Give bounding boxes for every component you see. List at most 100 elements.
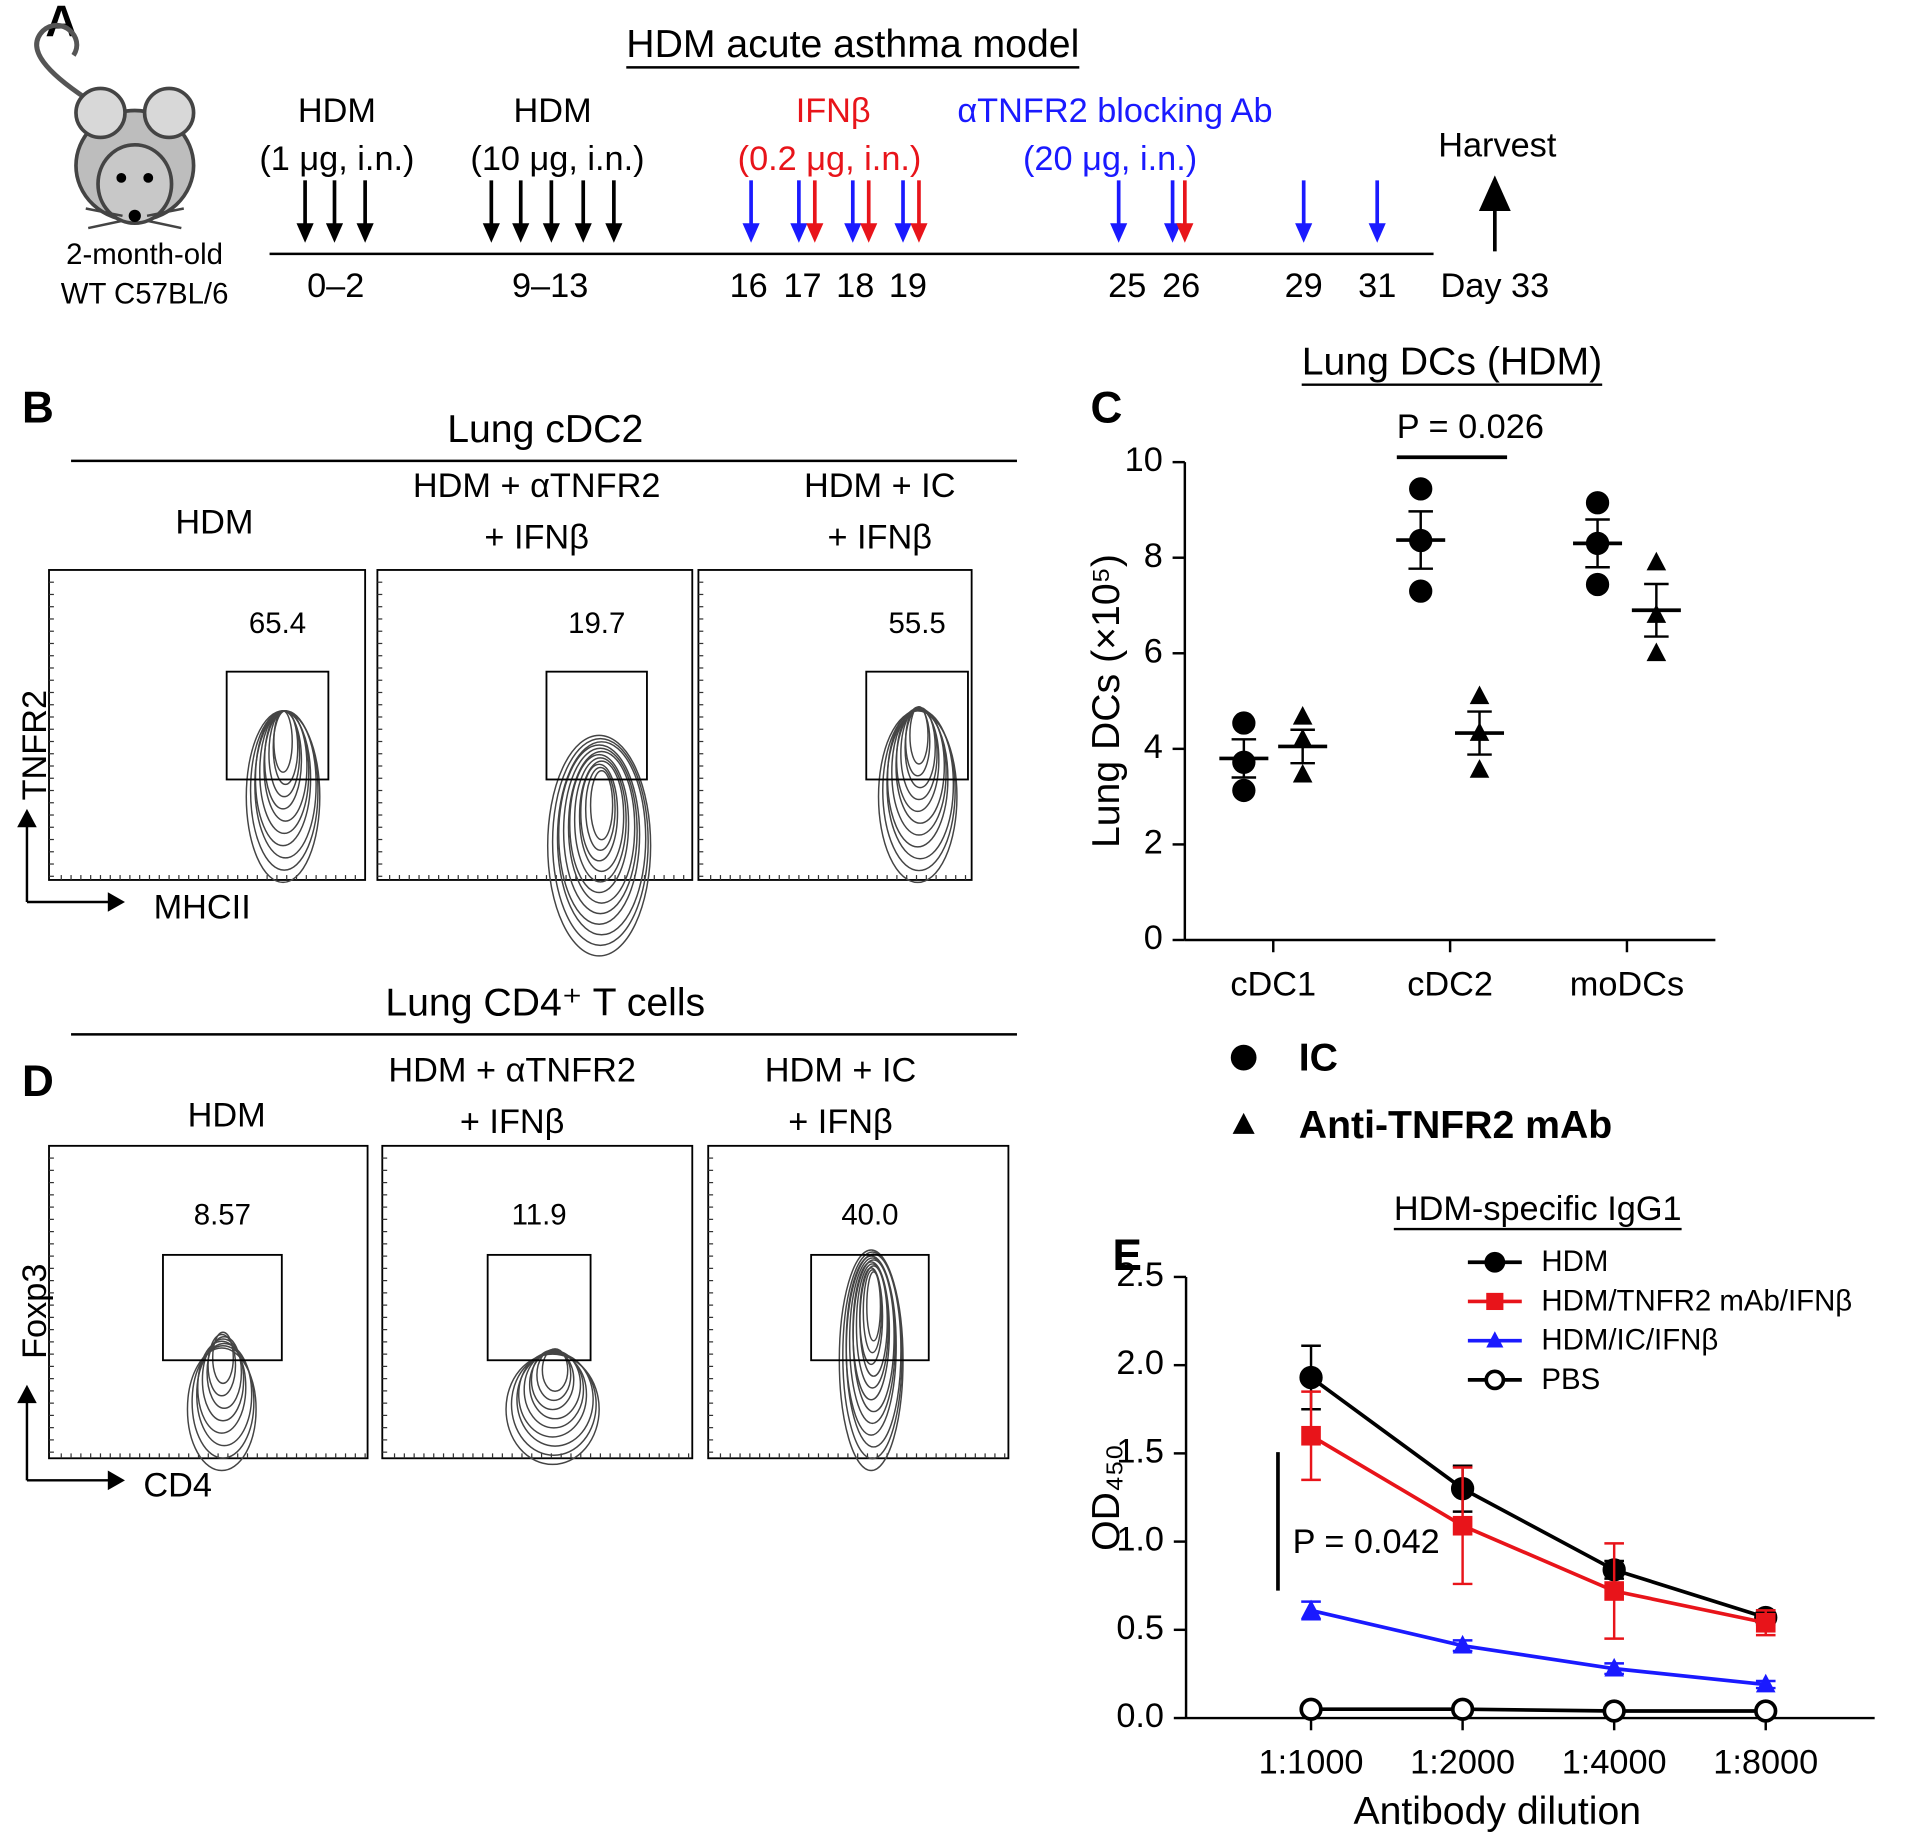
day-label: Day 33 — [1440, 267, 1549, 305]
panel-label: D — [22, 1057, 54, 1106]
marker — [1585, 491, 1610, 515]
group-label: HDM + IC — [804, 467, 956, 505]
group-label: + IFNβ — [460, 1103, 565, 1141]
contour — [859, 1267, 884, 1366]
gate-percent: 19.7 — [568, 607, 625, 640]
contour — [845, 1255, 897, 1436]
annotation: P = 0.026 — [1397, 408, 1544, 446]
contour — [556, 741, 647, 936]
marker — [1646, 551, 1667, 571]
day-label: 19 — [889, 267, 927, 305]
contour — [541, 1348, 569, 1393]
contour — [848, 1257, 896, 1425]
contour — [273, 710, 293, 773]
marker — [1299, 1365, 1323, 1390]
marker — [1469, 685, 1490, 705]
x-tick-label: 1:4000 — [1562, 1744, 1667, 1782]
contour — [196, 1342, 253, 1447]
series-line — [1310, 1434, 1767, 1625]
axis-arrow — [25, 1397, 111, 1482]
y-tick-label: 2.0 — [1116, 1344, 1164, 1382]
plot-frame — [48, 569, 367, 881]
contour — [197, 1340, 247, 1434]
contour — [191, 1345, 255, 1459]
y-tick-label: 2.5 — [1116, 1256, 1164, 1294]
legend-label: HDM/TNFR2 mAb/IFNβ — [1541, 1284, 1852, 1317]
gate — [162, 1253, 283, 1362]
contour — [852, 1261, 891, 1401]
group-label: + IFNβ — [788, 1103, 893, 1141]
marker — [1755, 1673, 1776, 1693]
contour — [272, 710, 299, 786]
y-tick-label: 4 — [1144, 728, 1163, 766]
arrow-head — [512, 223, 530, 243]
day-label: 0–2 — [307, 267, 364, 305]
contour — [569, 753, 630, 894]
day-label: 31 — [1358, 267, 1396, 305]
contour — [578, 760, 625, 873]
legend-label: Anti-TNFR2 mAb — [1299, 1104, 1612, 1147]
arrow-head — [1295, 223, 1313, 243]
legend-label: IC — [1299, 1036, 1338, 1079]
marker — [1409, 477, 1433, 501]
group-label: HDM + IC — [765, 1051, 917, 1089]
day-label: 9–13 — [512, 267, 588, 305]
marker — [1450, 1697, 1475, 1721]
y-axis-label: Foxp3 — [16, 1264, 54, 1359]
panel-title: HDM acute asthma model — [626, 23, 1079, 66]
arrow-head — [17, 1384, 37, 1404]
marker — [1299, 1697, 1323, 1721]
contour — [567, 750, 636, 904]
y-tick-label: 2 — [1144, 823, 1163, 861]
arrow-head — [1176, 223, 1194, 243]
error-bar — [1408, 510, 1433, 570]
arrow-head — [107, 892, 125, 912]
gate-percent: 65.4 — [249, 607, 306, 640]
marker — [1230, 1044, 1257, 1071]
gate — [545, 670, 648, 781]
marker — [1486, 1292, 1504, 1311]
marker — [1486, 1331, 1504, 1348]
gate — [810, 1253, 930, 1362]
y-axis-label: Lung DCs (×10⁵) — [1085, 554, 1128, 848]
day-label: 29 — [1285, 267, 1323, 305]
arrow-head — [1164, 223, 1182, 243]
contour — [206, 1336, 243, 1409]
treatment-name: IFNβ — [796, 92, 871, 130]
contour — [207, 1333, 237, 1397]
x-axis-label: CD4 — [143, 1467, 212, 1505]
contour — [573, 757, 627, 883]
marker — [1292, 763, 1313, 783]
panel-label: B — [22, 383, 54, 432]
arrow-head — [574, 223, 592, 243]
arrow-head — [910, 223, 928, 243]
flow-panel: B Lung cDC2 HDM 65.4 HDM + αTNFR2 + IFNβ 19.7 H… — [16, 383, 1017, 957]
arrow-head — [482, 223, 500, 243]
contour — [862, 1269, 883, 1354]
gate — [225, 670, 330, 781]
y-tick-label: 8 — [1144, 537, 1163, 575]
series-line — [1310, 1608, 1766, 1687]
y-tick-label: 1.5 — [1116, 1432, 1164, 1470]
contour — [551, 737, 649, 947]
plot-frame — [697, 569, 973, 881]
treatment-dose: (1 μg, i.n.) — [259, 140, 414, 178]
contour — [546, 734, 652, 957]
contour — [580, 763, 619, 862]
group-label: + IFNβ — [827, 518, 932, 556]
contour — [211, 1331, 235, 1385]
mouse-icon — [34, 22, 196, 230]
marker — [1301, 1425, 1321, 1446]
marker — [1604, 1657, 1624, 1677]
y-tick-label: 0 — [1144, 919, 1163, 957]
arrow-head — [860, 223, 878, 243]
arrow-head — [1368, 223, 1386, 243]
arrow-head — [542, 223, 560, 243]
y-axis-label: TNFR2 — [16, 690, 54, 801]
group-label: HDM + αTNFR2 — [388, 1051, 636, 1089]
x-tick-label: cDC2 — [1407, 966, 1493, 1004]
treatment-name: HDM — [298, 92, 376, 130]
error-bar — [1467, 710, 1492, 756]
group-label: HDM — [175, 504, 253, 542]
group-label: + IFNβ — [484, 518, 589, 556]
